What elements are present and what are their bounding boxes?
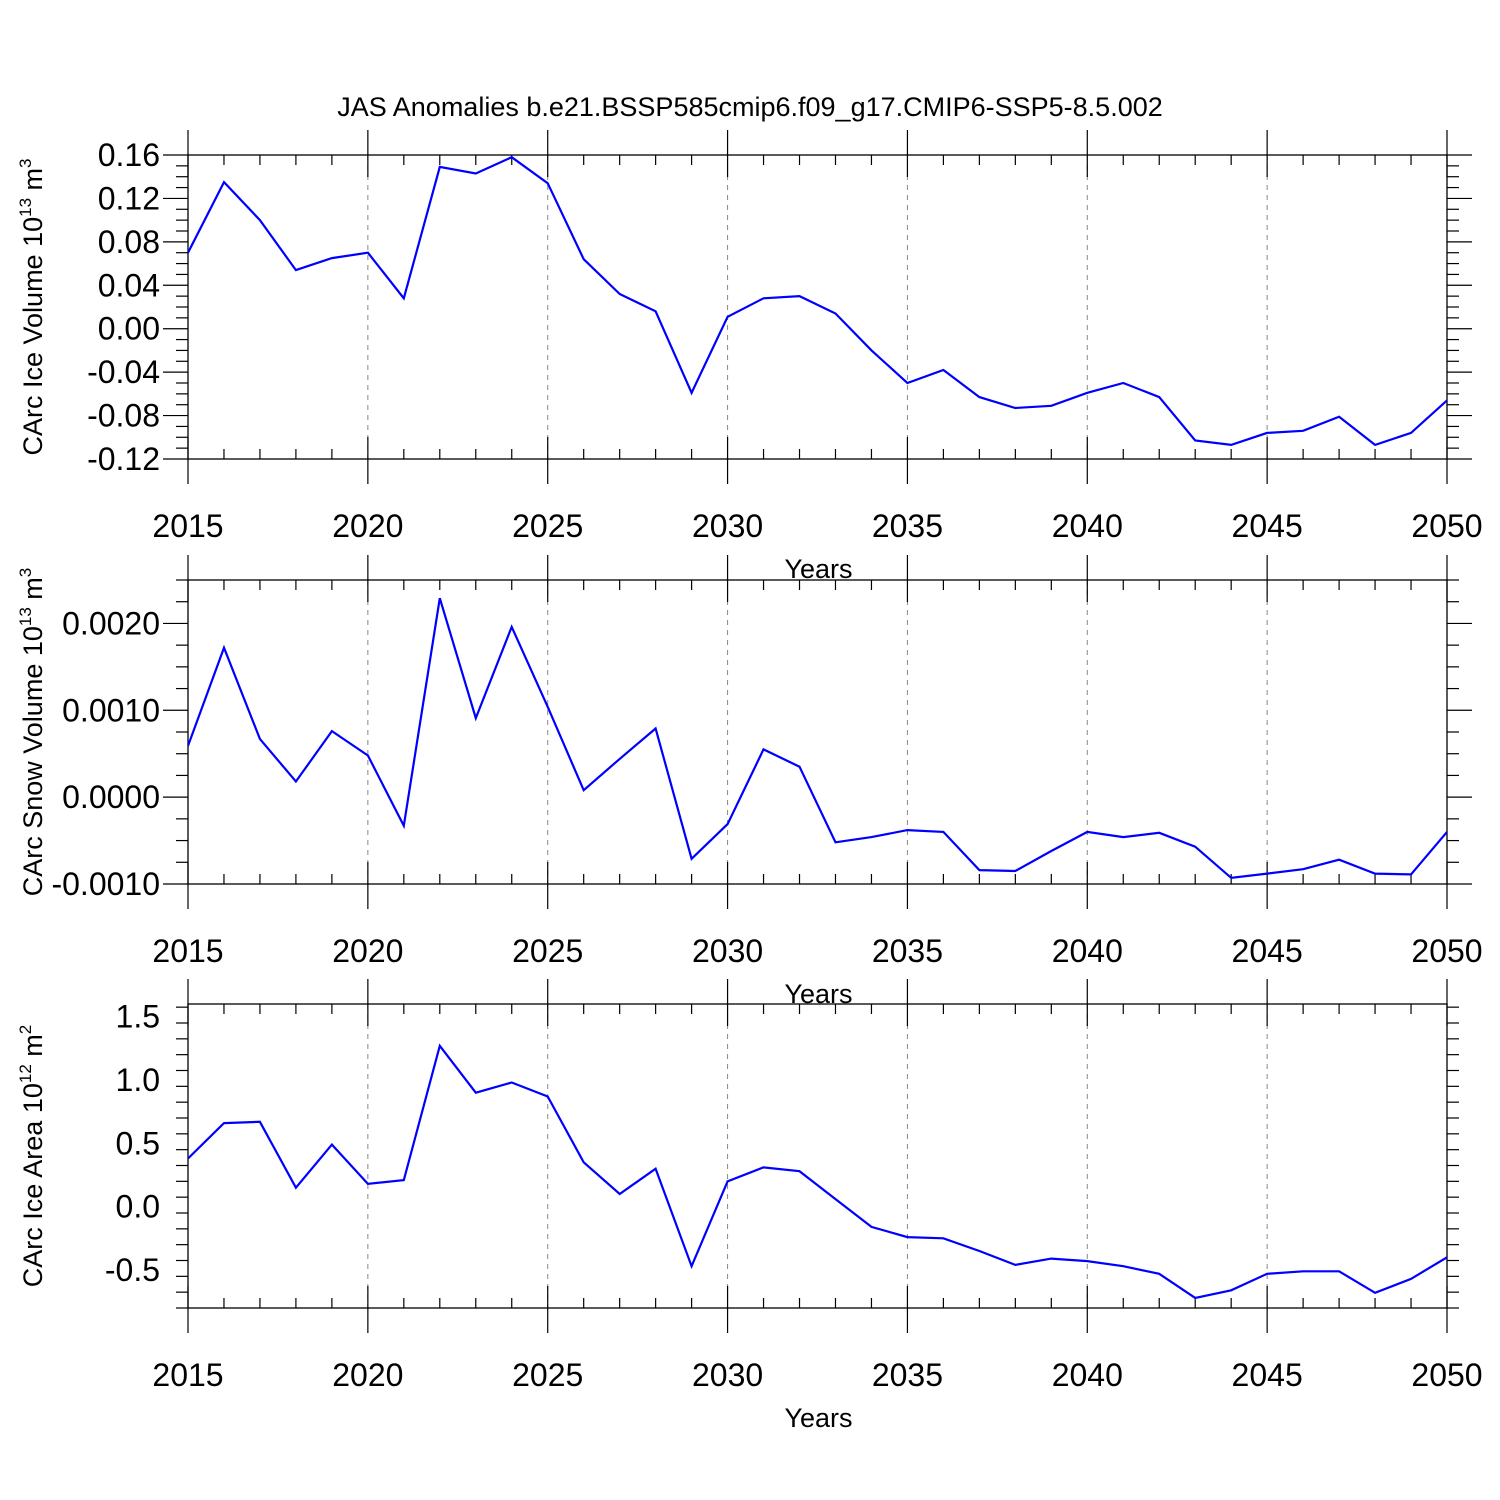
y-tick-label: -0.0010 (51, 866, 160, 902)
y-tick-label: -0.08 (87, 398, 160, 434)
y-tick-label: -0.5 (105, 1252, 160, 1288)
y-label-unit: m (18, 168, 48, 198)
x-tick-label: 2040 (1052, 933, 1123, 969)
figure-title: JAS Anomalies b.e21.BSSP585cmip6.f09_g17… (337, 92, 1163, 122)
y-axis-label: CArc Ice Volume 1013 m3 (16, 158, 48, 455)
y-tick-label: 0.0010 (62, 692, 160, 728)
y-label-unit-exp: 2 (16, 1025, 35, 1034)
y-tick-label: 1.0 (116, 1062, 160, 1098)
x-tick-label: 2050 (1411, 508, 1482, 544)
x-tick-label: 2050 (1411, 933, 1482, 969)
x-tick-label: 2015 (152, 1357, 223, 1393)
x-tick-label: 2035 (872, 508, 943, 544)
y-label-exp: 13 (16, 607, 35, 626)
panel-1: -0.12 -0.08 -0.04 0.00 0.04 0.08 0.12 0.16 2015 2… (16, 130, 1483, 584)
y-label-unit: m (18, 1034, 48, 1064)
y-axis-label: CArc Ice Area 1012 m2 (16, 1025, 48, 1288)
y-label-text: CArc Snow Volume 10 (18, 626, 48, 896)
panel-3: -0.5 0.0 0.5 1.0 1.5 2015 2020 2025 2030 2035 2040… (16, 979, 1483, 1433)
x-axis-label: Years (784, 1403, 852, 1433)
y-label-exp: 13 (16, 198, 35, 217)
data-series-line (188, 155, 1447, 447)
x-tick-label: 2035 (872, 933, 943, 969)
x-tick-label: 2025 (512, 1357, 583, 1393)
y-tick-label: 0.12 (98, 180, 160, 216)
y-tick-label: 1.5 (116, 999, 160, 1035)
y-tick-label: 0.0020 (62, 605, 160, 641)
x-tick-label: 2030 (692, 933, 763, 969)
x-tick-label: 2030 (692, 508, 763, 544)
y-tick-label: 0.08 (98, 224, 160, 260)
y-tick-label: 0.16 (98, 137, 160, 173)
y-label-text: CArc Ice Area 10 (18, 1083, 48, 1287)
x-tick-label: 2025 (512, 933, 583, 969)
y-tick-label: 0.5 (116, 1125, 160, 1161)
y-label-unit-exp: 3 (16, 158, 35, 167)
y-label-exp: 12 (16, 1064, 35, 1083)
x-tick-label: 2050 (1411, 1357, 1482, 1393)
panel-2: -0.0010 0.0000 0.0010 0.0020 2015 2020 2025 203… (16, 555, 1483, 1009)
x-tick-label: 2045 (1232, 1357, 1303, 1393)
x-tick-label: 2020 (332, 1357, 403, 1393)
x-tick-label: 2020 (332, 933, 403, 969)
y-tick-label: 0.0000 (62, 779, 160, 815)
y-label-text: CArc Ice Volume 10 (18, 217, 48, 456)
y-label-unit: m (18, 577, 48, 607)
x-tick-label: 2040 (1052, 1357, 1123, 1393)
x-tick-label: 2020 (332, 508, 403, 544)
data-series-line (188, 597, 1447, 880)
x-tick-label: 2015 (152, 933, 223, 969)
x-tick-label: 2040 (1052, 508, 1123, 544)
x-tick-label: 2025 (512, 508, 583, 544)
y-tick-label: -0.12 (87, 441, 160, 477)
y-tick-label: 0.0 (116, 1189, 160, 1225)
x-tick-label: 2045 (1232, 933, 1303, 969)
data-series-line (188, 1043, 1447, 1300)
y-axis-label: CArc Snow Volume 1013 m3 (16, 568, 48, 897)
plot-frame (187, 1003, 1448, 1309)
x-tick-label: 2015 (152, 508, 223, 544)
y-tick-label: 0.04 (98, 267, 160, 303)
y-label-unit-exp: 3 (16, 568, 35, 577)
x-tick-label: 2030 (692, 1357, 763, 1393)
x-tick-label: 2035 (872, 1357, 943, 1393)
y-tick-label: 0.00 (98, 311, 160, 347)
x-axis-label: Years (784, 554, 852, 584)
x-tick-label: 2045 (1232, 508, 1303, 544)
y-tick-label: -0.04 (87, 354, 160, 390)
